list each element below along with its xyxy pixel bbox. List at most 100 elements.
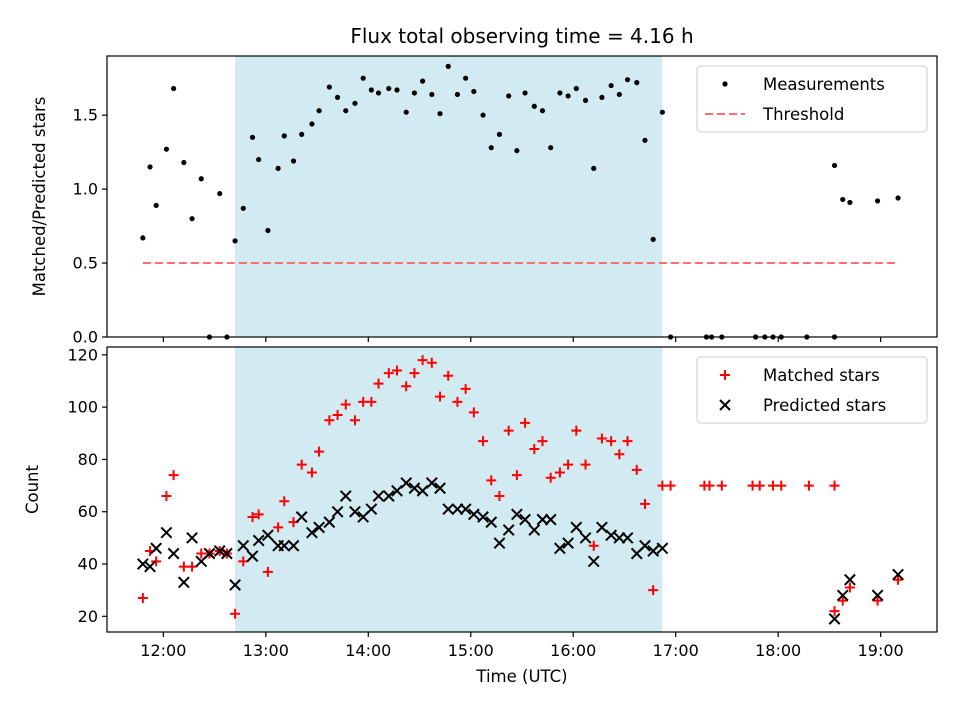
matched-star-point — [409, 368, 420, 379]
matched-star-point — [187, 561, 198, 572]
measurement-point — [290, 158, 297, 164]
matched-star-point — [349, 415, 360, 426]
predicted-star-point — [892, 568, 904, 581]
measurement-point — [847, 199, 853, 206]
matched-star-point — [314, 446, 325, 457]
matched-star-point — [373, 378, 384, 389]
measurement-point — [429, 91, 435, 98]
measurement-point — [386, 85, 392, 92]
measurement-point — [240, 205, 246, 211]
bottom-panel: 20 40 60 80 100 120 12:00 13:00 14:00 15:00 16:00 1… — [23, 345, 938, 686]
y-tick-label: 100 — [67, 398, 98, 417]
predicted-star-point — [323, 516, 336, 529]
matched-star-point — [596, 433, 607, 444]
matched-star-point — [230, 608, 241, 619]
x-tick-label: 12:00 — [140, 641, 186, 660]
matched-star-point — [872, 595, 883, 606]
measurement-point — [368, 87, 374, 93]
x-tick-label: 15:00 — [448, 641, 494, 660]
predicted-star-point — [220, 547, 233, 560]
x-axis-label: Time (UTC) — [475, 667, 567, 686]
predicted-star-point — [656, 542, 669, 555]
measurement-point — [573, 85, 579, 92]
predicted-star-point — [287, 539, 300, 552]
measurement-point — [471, 88, 477, 95]
predicted-star-point — [144, 560, 156, 573]
measurement-point — [463, 75, 469, 81]
measurement-point — [394, 87, 400, 93]
measurement-point — [343, 108, 349, 114]
matched-star-point — [844, 582, 855, 593]
measurement-point — [249, 134, 256, 140]
predicted-star-point — [871, 589, 884, 602]
measurement-point — [565, 93, 571, 99]
y-tick-label: 0.0 — [73, 328, 98, 347]
legend-label: Measurements — [763, 75, 885, 94]
y-tick-label: 1.0 — [73, 180, 98, 199]
measurement-point — [256, 156, 262, 163]
x-tick-label: 19:00 — [858, 641, 904, 660]
matched-star-point — [478, 436, 489, 447]
matched-star-point — [639, 498, 650, 509]
predicted-star-point — [570, 521, 583, 534]
measurement-point — [531, 103, 537, 109]
measurement-point — [275, 165, 281, 171]
matched-star-point — [588, 540, 599, 551]
matched-star-point — [803, 480, 814, 491]
measurement-point — [831, 162, 838, 169]
measurement-point — [488, 145, 494, 151]
measurement-point — [147, 164, 153, 170]
legend-box — [696, 65, 928, 133]
predicted-star-point — [528, 524, 541, 536]
matched-star-point — [829, 606, 840, 617]
predicted-star-point — [493, 537, 506, 550]
series-matched-stars — [137, 355, 904, 619]
matched-star-point — [401, 381, 412, 392]
predicted-star-point — [562, 537, 575, 550]
measurement-point — [217, 190, 223, 197]
legend-marker-measurements — [722, 81, 728, 87]
predicted-star-point — [647, 545, 660, 557]
matched-star-point — [665, 480, 676, 491]
measurement-point — [316, 108, 322, 114]
predicted-star-point — [639, 539, 651, 552]
predicted-star-point — [442, 503, 455, 516]
measurement-point — [591, 165, 597, 171]
measurement-point — [480, 112, 486, 118]
matched-star-point — [486, 475, 497, 486]
measurement-point — [582, 97, 589, 103]
matched-star-point — [648, 585, 659, 596]
measurement-point — [522, 90, 528, 96]
predicted-star-point — [246, 550, 259, 563]
matched-star-point — [529, 443, 540, 454]
measurement-point — [360, 75, 366, 81]
measurement-point — [895, 195, 901, 201]
measurement-point — [548, 145, 554, 151]
predicted-star-point — [408, 482, 421, 495]
legend-marker-predicted — [719, 399, 731, 411]
matched-star-point — [754, 480, 765, 491]
predicted-star-point — [434, 482, 446, 495]
chart-title: Flux total observing time = 4.16 h — [350, 24, 693, 48]
matched-star-point — [417, 355, 428, 366]
shaded-observing-span — [235, 56, 663, 337]
predicted-star-point — [519, 513, 531, 526]
y-axis-label: Matched/Predicted stars — [30, 97, 49, 297]
legend: Measurements Threshold — [696, 65, 928, 133]
matched-star-point — [554, 467, 565, 478]
measurement-point — [299, 131, 305, 137]
measurement-point — [171, 85, 177, 92]
predicted-star-point — [261, 529, 274, 542]
series-predicted-stars — [136, 477, 904, 625]
predicted-star-point — [150, 542, 163, 555]
measurement-point — [265, 227, 271, 234]
predicted-star-point — [382, 490, 395, 502]
predicted-star-point — [252, 534, 265, 547]
measurement-point — [309, 121, 315, 127]
measurement-point — [420, 78, 426, 84]
predicted-star-point — [213, 545, 226, 557]
predicted-star-point — [587, 555, 600, 568]
matched-star-point — [460, 383, 471, 394]
y-tick-label: 60 — [78, 502, 98, 521]
matched-star-point — [494, 491, 505, 502]
